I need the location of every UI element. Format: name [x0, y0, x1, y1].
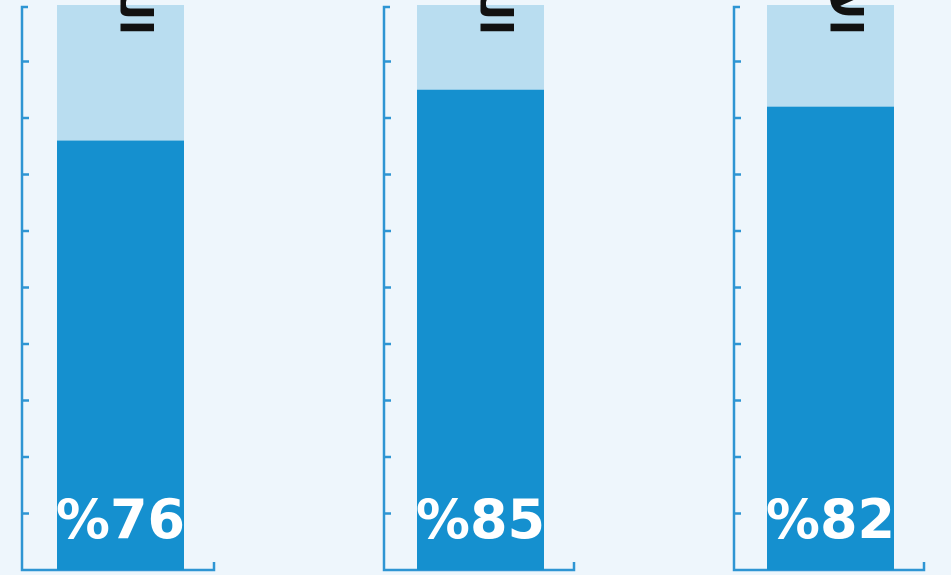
bar-rural — [57, 140, 184, 570]
value-label-rural: %76 — [56, 488, 185, 551]
bar-group-total: %82 الإجمالي — [732, 0, 926, 572]
bar-urban — [417, 89, 544, 570]
axis-ticks-total — [734, 60, 741, 515]
bar-total — [767, 106, 894, 570]
axis-bracket-rural — [20, 5, 216, 572]
axis-ticks-rural — [22, 60, 29, 515]
value-label-total: %82 — [766, 488, 895, 551]
bar-group-urban: %85 الحضر — [382, 0, 576, 572]
category-label-total: الإجمالي — [820, 0, 871, 35]
axis-bracket-urban — [382, 5, 576, 572]
bar-group-rural: %76 الريف — [20, 0, 216, 572]
category-label-urban: الحضر — [470, 0, 521, 35]
category-label-rural: الريف — [110, 0, 161, 35]
value-label-urban: %85 — [416, 488, 545, 551]
axis-ticks-urban — [384, 60, 391, 515]
axis-bracket-total — [732, 5, 926, 572]
